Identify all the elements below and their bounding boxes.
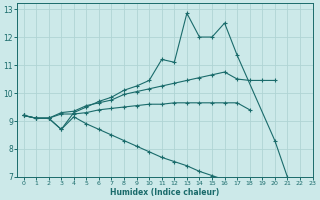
X-axis label: Humidex (Indice chaleur): Humidex (Indice chaleur) xyxy=(110,188,220,197)
